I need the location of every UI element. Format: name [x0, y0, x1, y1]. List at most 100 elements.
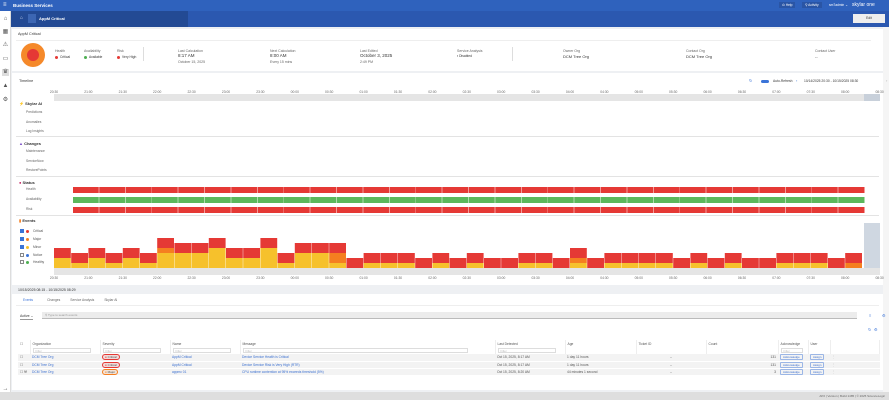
help-button[interactable]: ⊙ Help	[779, 2, 796, 8]
bar-critical[interactable]	[88, 248, 106, 258]
bar-critical[interactable]	[638, 253, 656, 263]
col-last-detected[interactable]: Last Detected	[495, 340, 566, 347]
bar-critical[interactable]	[552, 258, 570, 268]
events-section[interactable]: ▮ Events	[19, 218, 36, 223]
bar-critical[interactable]	[845, 253, 862, 263]
active-filter-select[interactable]: Active ⌄	[20, 314, 34, 320]
bar-critical[interactable]	[260, 238, 278, 248]
services-icon[interactable]: ♛	[2, 69, 9, 76]
acknowledge-button[interactable]: Acknowledge	[780, 354, 803, 361]
bar-critical[interactable]	[604, 253, 622, 263]
bar-minor[interactable]	[105, 263, 123, 268]
prev-range-button[interactable]: ‹	[796, 78, 798, 83]
bar-major[interactable]	[570, 258, 587, 263]
alerts-icon[interactable]: ⚠	[2, 42, 9, 48]
home-icon[interactable]: ⌂	[3, 16, 8, 22]
home-icon[interactable]: ⌂	[20, 15, 24, 21]
organization-link[interactable]: DCM Tree Org	[32, 362, 54, 367]
legend-critical[interactable]: Critical	[20, 229, 43, 233]
bar-major[interactable]	[845, 263, 862, 268]
bar-critical[interactable]	[226, 248, 243, 258]
table-row[interactable]: ☐ DCM Tree Org ● Critical AppM Critical …	[18, 361, 880, 368]
bar-minor[interactable]	[690, 263, 708, 268]
tab-changes[interactable]: Changes	[47, 298, 61, 302]
scrollbar[interactable]	[883, 27, 889, 392]
row-menu-icon[interactable]: ⋮	[832, 369, 836, 374]
search-input[interactable]: ⚲ Type to search events	[42, 312, 857, 319]
bar-minor[interactable]	[535, 263, 553, 268]
bar-critical[interactable]	[122, 248, 140, 258]
select-all-checkbox[interactable]: ☐	[18, 340, 31, 347]
bar-minor[interactable]	[776, 263, 794, 268]
legend-notice[interactable]: Notice	[20, 253, 42, 257]
bar-critical[interactable]	[277, 253, 295, 263]
bar-minor[interactable]	[54, 258, 71, 268]
topology-icon[interactable]: ▲	[2, 83, 9, 89]
availability-status-bar[interactable]	[73, 197, 865, 203]
bar-critical[interactable]	[759, 258, 776, 268]
bar-critical[interactable]	[656, 253, 673, 263]
bar-critical[interactable]	[294, 243, 312, 253]
bar-minor[interactable]	[604, 263, 622, 268]
col-name[interactable]: Name	[170, 340, 241, 347]
bar-critical[interactable]	[432, 253, 450, 263]
bar-critical[interactable]	[810, 253, 828, 263]
settings-icon[interactable]: ⚙	[2, 97, 9, 103]
severity-filter[interactable]: Filter	[102, 348, 161, 353]
bar-critical[interactable]	[157, 238, 174, 248]
bar-critical[interactable]	[54, 248, 71, 258]
bar-critical[interactable]	[484, 258, 501, 268]
changes-section[interactable]: ▲ Changes	[19, 141, 41, 146]
table-row[interactable]: ☐ DCM Tree Org ● Critical AppM Critical …	[18, 354, 880, 361]
bar-minor[interactable]	[724, 263, 742, 268]
bar-critical[interactable]	[621, 253, 639, 263]
bar-minor[interactable]	[638, 263, 656, 268]
last-detected-filter[interactable]: Filter	[497, 348, 556, 353]
bar-critical[interactable]	[243, 248, 260, 258]
bar-critical[interactable]	[518, 253, 536, 263]
selected-range-overlay[interactable]	[864, 223, 880, 273]
bar-minor[interactable]	[793, 263, 811, 268]
bar-critical[interactable]	[380, 253, 398, 263]
row-menu-icon[interactable]: ⋮	[832, 362, 836, 367]
bar-critical[interactable]	[329, 243, 346, 253]
bar-minor[interactable]	[294, 253, 312, 268]
bar-minor[interactable]	[518, 263, 536, 268]
bar-minor[interactable]	[243, 258, 260, 268]
settings-icon[interactable]: ⚙	[882, 313, 886, 318]
health-status-bar[interactable]	[73, 187, 865, 193]
bar-major[interactable]	[157, 248, 174, 253]
legend-minor[interactable]: Minor	[20, 245, 41, 249]
name-link[interactable]: AppM Critical	[172, 362, 192, 367]
assign-user-button[interactable]: Assign	[810, 368, 825, 375]
legend-major[interactable]: Major	[20, 237, 41, 241]
bar-critical[interactable]	[690, 253, 708, 263]
next-range-button[interactable]: ›	[886, 78, 888, 83]
bar-minor[interactable]	[810, 263, 828, 268]
tab-skylar-ai[interactable]: Skylar AI	[104, 298, 118, 302]
bar-critical[interactable]	[828, 258, 845, 268]
bar-critical[interactable]	[501, 258, 518, 268]
bar-minor[interactable]	[570, 263, 587, 268]
bar-critical[interactable]	[312, 243, 329, 253]
activity-button[interactable]: ⚲ Activity	[802, 2, 822, 8]
bar-critical[interactable]	[71, 253, 88, 263]
organization-filter[interactable]: Filter	[32, 348, 91, 353]
col-severity[interactable]: Severity	[100, 340, 171, 347]
assign-user-button[interactable]: Assign	[810, 361, 825, 368]
bar-critical[interactable]	[724, 253, 742, 263]
bar-minor[interactable]	[432, 263, 450, 268]
bar-critical[interactable]	[742, 258, 759, 268]
table-settings-icon[interactable]: ⚙	[874, 327, 878, 332]
row-checkbox[interactable]: ☐ ⚒	[20, 369, 27, 374]
message-link[interactable]: CPU runtime contention at 95% exceeds th…	[242, 369, 324, 374]
col-message[interactable]: Message	[240, 340, 496, 347]
bar-critical[interactable]	[570, 248, 587, 258]
status-section[interactable]: ● Status	[19, 180, 35, 185]
bar-minor[interactable]	[208, 248, 226, 268]
col-age[interactable]: Age	[565, 340, 637, 347]
row-checkbox[interactable]: ☐	[20, 362, 23, 367]
expand-icon[interactable]: →	[2, 386, 9, 392]
bar-minor[interactable]	[312, 253, 329, 268]
col-user[interactable]: User	[808, 340, 831, 347]
